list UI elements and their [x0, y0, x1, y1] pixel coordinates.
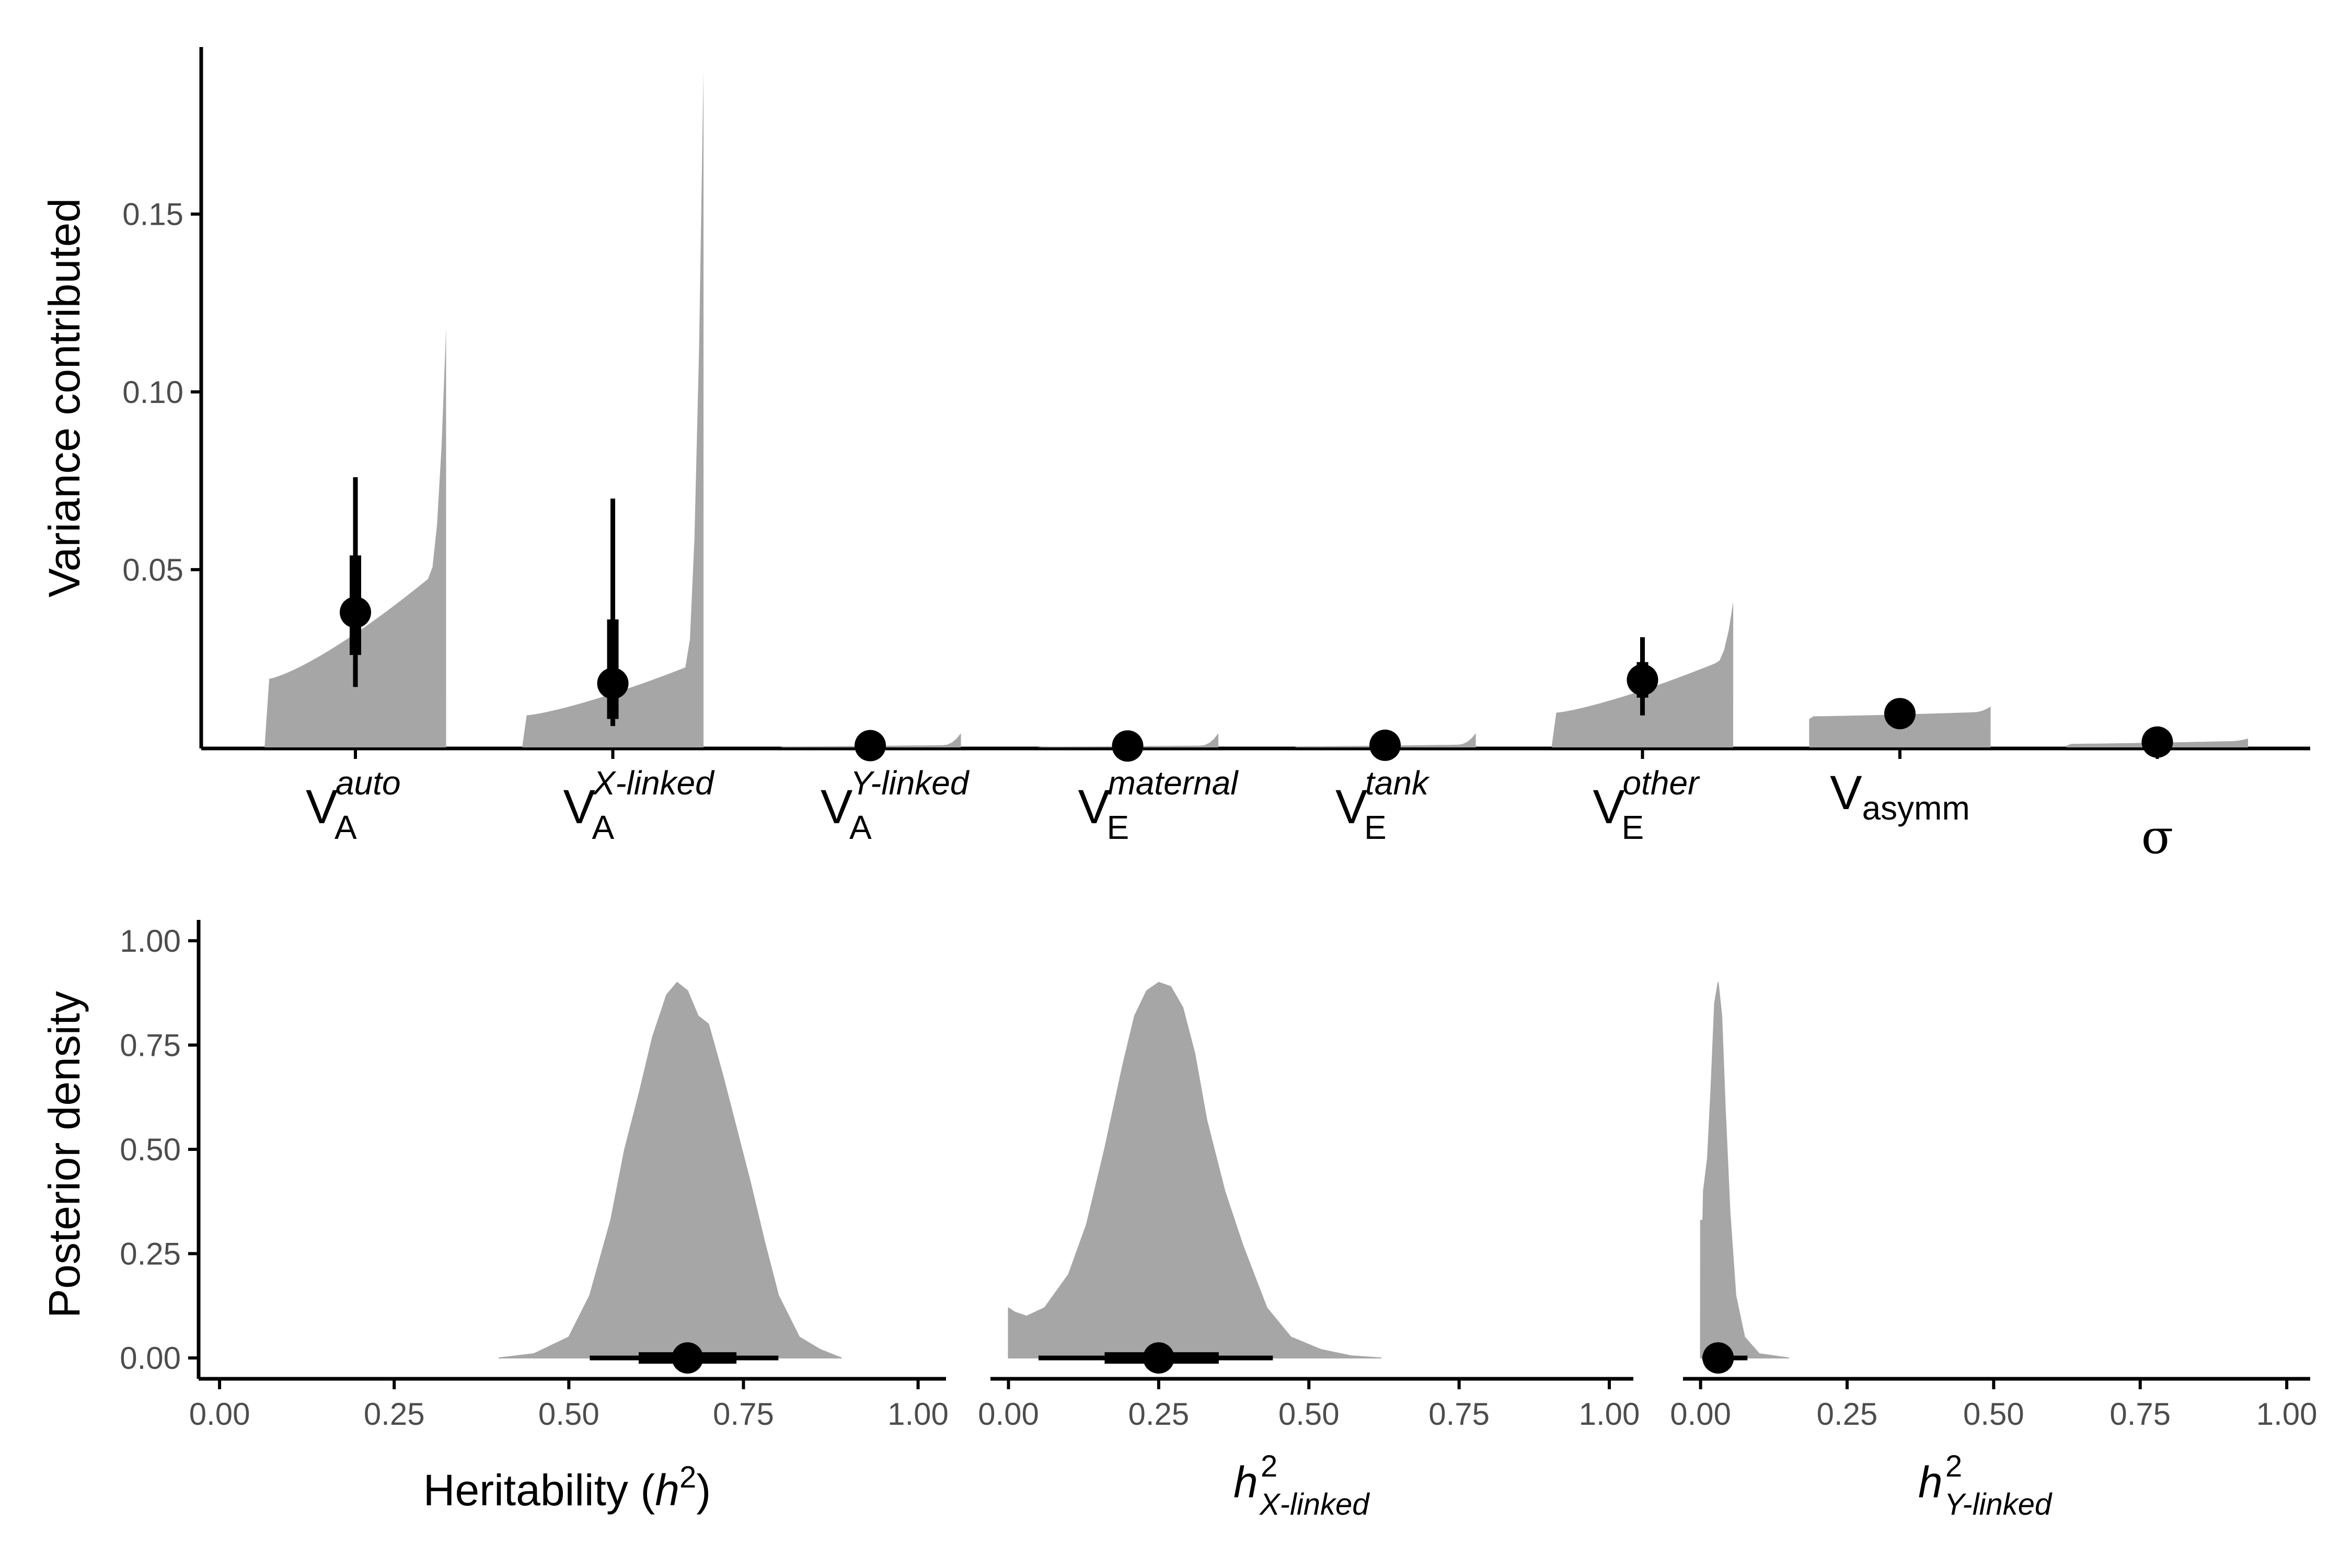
y-tick-label: 0.50 [120, 1132, 181, 1167]
label-sub: A [592, 809, 615, 846]
category-label: V [563, 780, 595, 834]
x-tick-label: 0.50 [1963, 1397, 2024, 1432]
label-base: V [1830, 766, 1862, 820]
posterior-density [498, 982, 842, 1359]
label-sup: other [1623, 764, 1701, 802]
x-tick-label: 1.00 [2256, 1397, 2318, 1432]
x-tick-label: 0.25 [1128, 1397, 1189, 1432]
label-sub: E [1364, 809, 1387, 846]
variance-distribution [1294, 733, 1476, 747]
xlabel-sup: 2 [679, 1460, 696, 1494]
y-axis-title: Posterior density [40, 991, 89, 1318]
category-label: Vasymm [1830, 766, 1970, 827]
category-label: V [1593, 780, 1625, 834]
y-tick-label: 0.10 [122, 375, 183, 410]
heritability-panel: 0.00 0.25 0.50 0.75 1.00 Posterior density 0.0… [40, 920, 949, 1515]
x-tick-label: 0.75 [713, 1397, 774, 1432]
label-base: V [1593, 780, 1625, 834]
category-label: V [1335, 780, 1367, 834]
xlabel-sup: 2 [1945, 1449, 1962, 1483]
heritability-panel: 0.00 0.25 0.50 0.75 1.00 h 2 Y-linked [1670, 982, 2318, 1521]
label-sub: asymm [1862, 789, 1970, 827]
label-base: V [1335, 780, 1367, 834]
posterior-density [1700, 982, 1789, 1359]
median-point [1702, 1342, 1734, 1374]
xlabel-sub: X-linked [1259, 1488, 1370, 1521]
x-tick-label: 0.50 [538, 1397, 599, 1432]
heritability-panel: 0.00 0.25 0.50 0.75 1.00 h 2 X-linked [978, 982, 1640, 1521]
x-tick-label: 0.25 [364, 1397, 425, 1432]
label-base: V [1078, 780, 1110, 834]
median-point [2141, 726, 2173, 758]
median-point [597, 667, 629, 699]
median-point [672, 1342, 704, 1374]
posterior-density [1008, 982, 1382, 1359]
label-sup: maternal [1108, 764, 1239, 802]
xlabel-sup: 2 [1261, 1449, 1277, 1483]
label-sup: tank [1365, 764, 1430, 802]
x-tick-label: 0.75 [1428, 1397, 1490, 1432]
xlabel-text: Heritability ( [423, 1466, 655, 1515]
label-sub: E [1622, 809, 1644, 846]
variance-distribution [264, 328, 446, 747]
variance-distribution [1551, 602, 1734, 747]
median-point [1143, 1342, 1174, 1374]
x-tick-label: 0.00 [189, 1397, 250, 1432]
median-point [855, 730, 886, 762]
median-point [1112, 730, 1144, 762]
median-point [1369, 729, 1401, 761]
variance-distribution [779, 733, 961, 747]
xlabel-close: ) [696, 1466, 711, 1515]
x-axis-title: h [1918, 1458, 1943, 1507]
y-tick-label: 1.00 [120, 924, 181, 959]
x-axis-title: h [1233, 1458, 1258, 1507]
x-tick-label: 0.50 [1278, 1397, 1340, 1432]
y-tick-label: 0.05 [122, 552, 183, 587]
y-tick-label: 0.75 [120, 1028, 181, 1063]
y-tick-label: 0.25 [120, 1237, 181, 1272]
heritability-panels: 0.00 0.25 0.50 0.75 1.00 Posterior density 0.0… [40, 920, 2318, 1521]
x-axis-title: Heritability (h2) [423, 1460, 711, 1515]
category-label: V [306, 780, 338, 834]
category-label: σ [2141, 810, 2173, 864]
x-tick-label: 1.00 [887, 1397, 949, 1432]
label-base: V [821, 780, 852, 834]
label-sub: A [849, 809, 872, 846]
label-sub: E [1107, 809, 1129, 846]
variance-distribution [1036, 733, 1219, 747]
label-base: V [306, 780, 338, 834]
label-sup: auto [336, 764, 401, 802]
xlabel-sub: Y-linked [1944, 1488, 2053, 1521]
x-tick-label: 0.00 [978, 1397, 1039, 1432]
label-sup: X-linked [592, 764, 716, 802]
variance-distribution [522, 72, 704, 748]
median-point [340, 596, 371, 628]
median-point [1627, 664, 1658, 696]
xlabel-italic: h [655, 1466, 679, 1515]
x-tick-label: 0.25 [1817, 1397, 1878, 1432]
label-sub: A [335, 809, 357, 846]
category-label: V [1078, 780, 1110, 834]
label-sup: Y-linked [850, 764, 970, 802]
category-label: V [821, 780, 852, 834]
x-tick-label: 1.00 [1579, 1397, 1640, 1432]
median-point [1884, 698, 1916, 730]
y-tick-label: 0.00 [120, 1341, 181, 1376]
x-tick-label: 0.00 [1670, 1397, 1731, 1432]
y-axis-title: Variance contributed [40, 198, 89, 597]
y-tick-label: 0.15 [122, 197, 183, 232]
x-tick-label: 0.75 [2109, 1397, 2171, 1432]
label-base: V [563, 780, 595, 834]
